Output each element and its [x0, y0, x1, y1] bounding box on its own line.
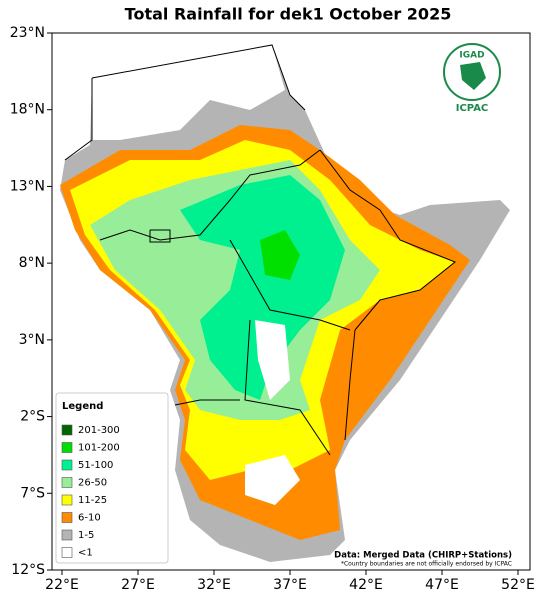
rainfall-map: [60, 44, 510, 562]
legend-swatch: [61, 442, 73, 453]
legend: Legend 201-300 101-200 51-100 26-50 11-25 6-1…: [55, 392, 169, 564]
legend-title: Legend: [62, 401, 103, 412]
legend-swatch: [61, 494, 73, 506]
logo-text: IGAD: [459, 51, 484, 61]
x-tick-label: 42°E: [349, 577, 383, 593]
logo-caption: ICPAC: [456, 103, 489, 114]
y-tick-label: 3°N: [19, 332, 45, 348]
map-title: Total Rainfall for dek1 October 2025: [125, 5, 452, 24]
legend-swatch: [61, 459, 73, 471]
legend-swatch: [61, 529, 73, 541]
y-tick-label: 23°N: [10, 25, 45, 41]
legend-label: 11-25: [78, 495, 107, 506]
legend-label: 201-300: [78, 425, 120, 436]
legend-label: 101-200: [78, 443, 120, 454]
legend-label: 6-10: [78, 513, 101, 524]
x-axis: 22°E 27°E 32°E 37°E 42°E 47°E 52°E: [45, 570, 535, 593]
x-tick-label: 22°E: [45, 577, 79, 593]
x-tick-label: 47°E: [425, 577, 459, 593]
x-tick-label: 52°E: [501, 577, 535, 593]
logo: IGAD ICPAC: [443, 43, 501, 114]
legend-label: 51-100: [78, 460, 113, 471]
y-tick-label: 8°N: [19, 255, 45, 271]
y-tick-label: 12°S: [11, 562, 45, 578]
legend-swatch: [61, 424, 73, 436]
x-tick-label: 27°E: [121, 577, 155, 593]
y-axis: 23°N 18°N 13°N 8°N 3°N 2°S 7°S 12°S: [10, 25, 52, 578]
y-tick-label: 13°N: [10, 178, 45, 194]
legend-label: 1-5: [78, 530, 94, 541]
legend-swatch: [61, 477, 73, 488]
y-tick-label: 18°N: [10, 102, 45, 118]
disclaimer: *Country boundaries are not officially e…: [341, 561, 512, 568]
y-tick-label: 2°S: [20, 409, 45, 425]
x-tick-label: 37°E: [273, 577, 307, 593]
legend-swatch: [61, 512, 73, 523]
y-tick-label: 7°S: [20, 485, 45, 501]
x-tick-label: 32°E: [197, 577, 231, 593]
legend-label: 26-50: [78, 478, 107, 489]
legend-swatch: [61, 547, 73, 558]
legend-label: <1: [78, 548, 93, 559]
source-note: Data: Merged Data (CHIRP+Stations): [334, 551, 512, 561]
